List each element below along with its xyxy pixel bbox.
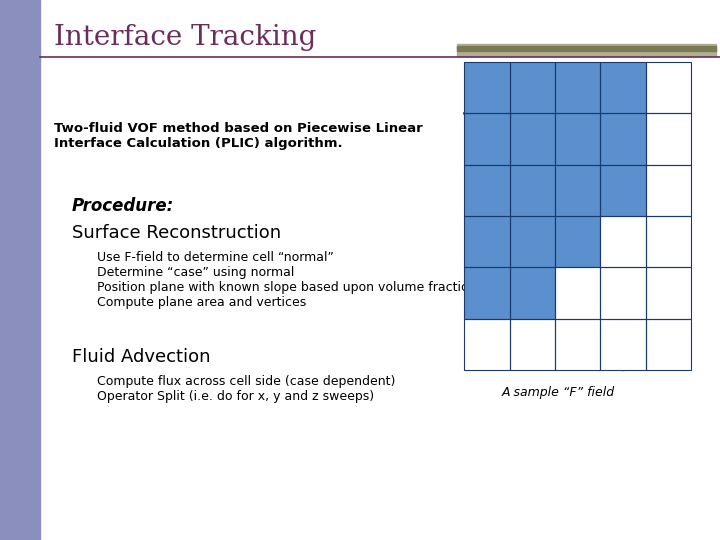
- Text: 0: 0: [665, 185, 672, 195]
- Text: 0: 0: [620, 288, 626, 298]
- Text: 0: 0: [665, 288, 672, 298]
- Text: Two-fluid VOF method based on Piecewise Linear
Interface Calculation (PLIC) algo: Two-fluid VOF method based on Piecewise …: [54, 122, 423, 150]
- Text: Surface Reconstruction: Surface Reconstruction: [72, 224, 281, 242]
- Text: 0: 0: [665, 237, 672, 247]
- Text: 0: 0: [529, 339, 536, 349]
- Text: 0: 0: [665, 339, 672, 349]
- Text: .68: .68: [616, 83, 631, 93]
- Text: 1: 1: [575, 83, 581, 93]
- Text: .09: .09: [525, 288, 540, 298]
- Text: 1: 1: [529, 185, 536, 195]
- Text: A sample “F” field: A sample “F” field: [501, 386, 615, 399]
- Text: 1: 1: [529, 83, 536, 93]
- Text: 1: 1: [484, 185, 490, 195]
- Text: Procedure:: Procedure:: [72, 197, 174, 215]
- Text: 1: 1: [575, 134, 581, 144]
- Text: Fluid Advection: Fluid Advection: [72, 348, 210, 366]
- Polygon shape: [464, 62, 691, 370]
- Text: Compute flux across cell side (case dependent)
Operator Split (i.e. do for x, y : Compute flux across cell side (case depe…: [97, 375, 395, 403]
- Text: 1: 1: [484, 134, 490, 144]
- Text: 0: 0: [665, 134, 672, 144]
- Text: 0: 0: [575, 288, 581, 298]
- Text: .09: .09: [616, 185, 631, 195]
- Text: 1: 1: [529, 134, 536, 144]
- Text: .85: .85: [525, 237, 540, 247]
- Text: 0: 0: [575, 339, 581, 349]
- Text: Use F-field to determine cell “normal”
Determine “case” using normal
Position pl: Use F-field to determine cell “normal” D…: [97, 251, 477, 309]
- Text: 1: 1: [484, 237, 490, 247]
- Text: .35: .35: [570, 237, 585, 247]
- Text: 0: 0: [484, 339, 490, 349]
- Text: Interface Tracking: Interface Tracking: [54, 24, 316, 51]
- Text: 0: 0: [620, 339, 626, 349]
- Text: 0: 0: [665, 83, 672, 93]
- Text: .31: .31: [480, 288, 495, 298]
- Text: .92: .92: [570, 185, 585, 195]
- Text: 1: 1: [484, 83, 490, 93]
- Text: .42: .42: [616, 134, 631, 144]
- Text: 0: 0: [620, 237, 626, 247]
